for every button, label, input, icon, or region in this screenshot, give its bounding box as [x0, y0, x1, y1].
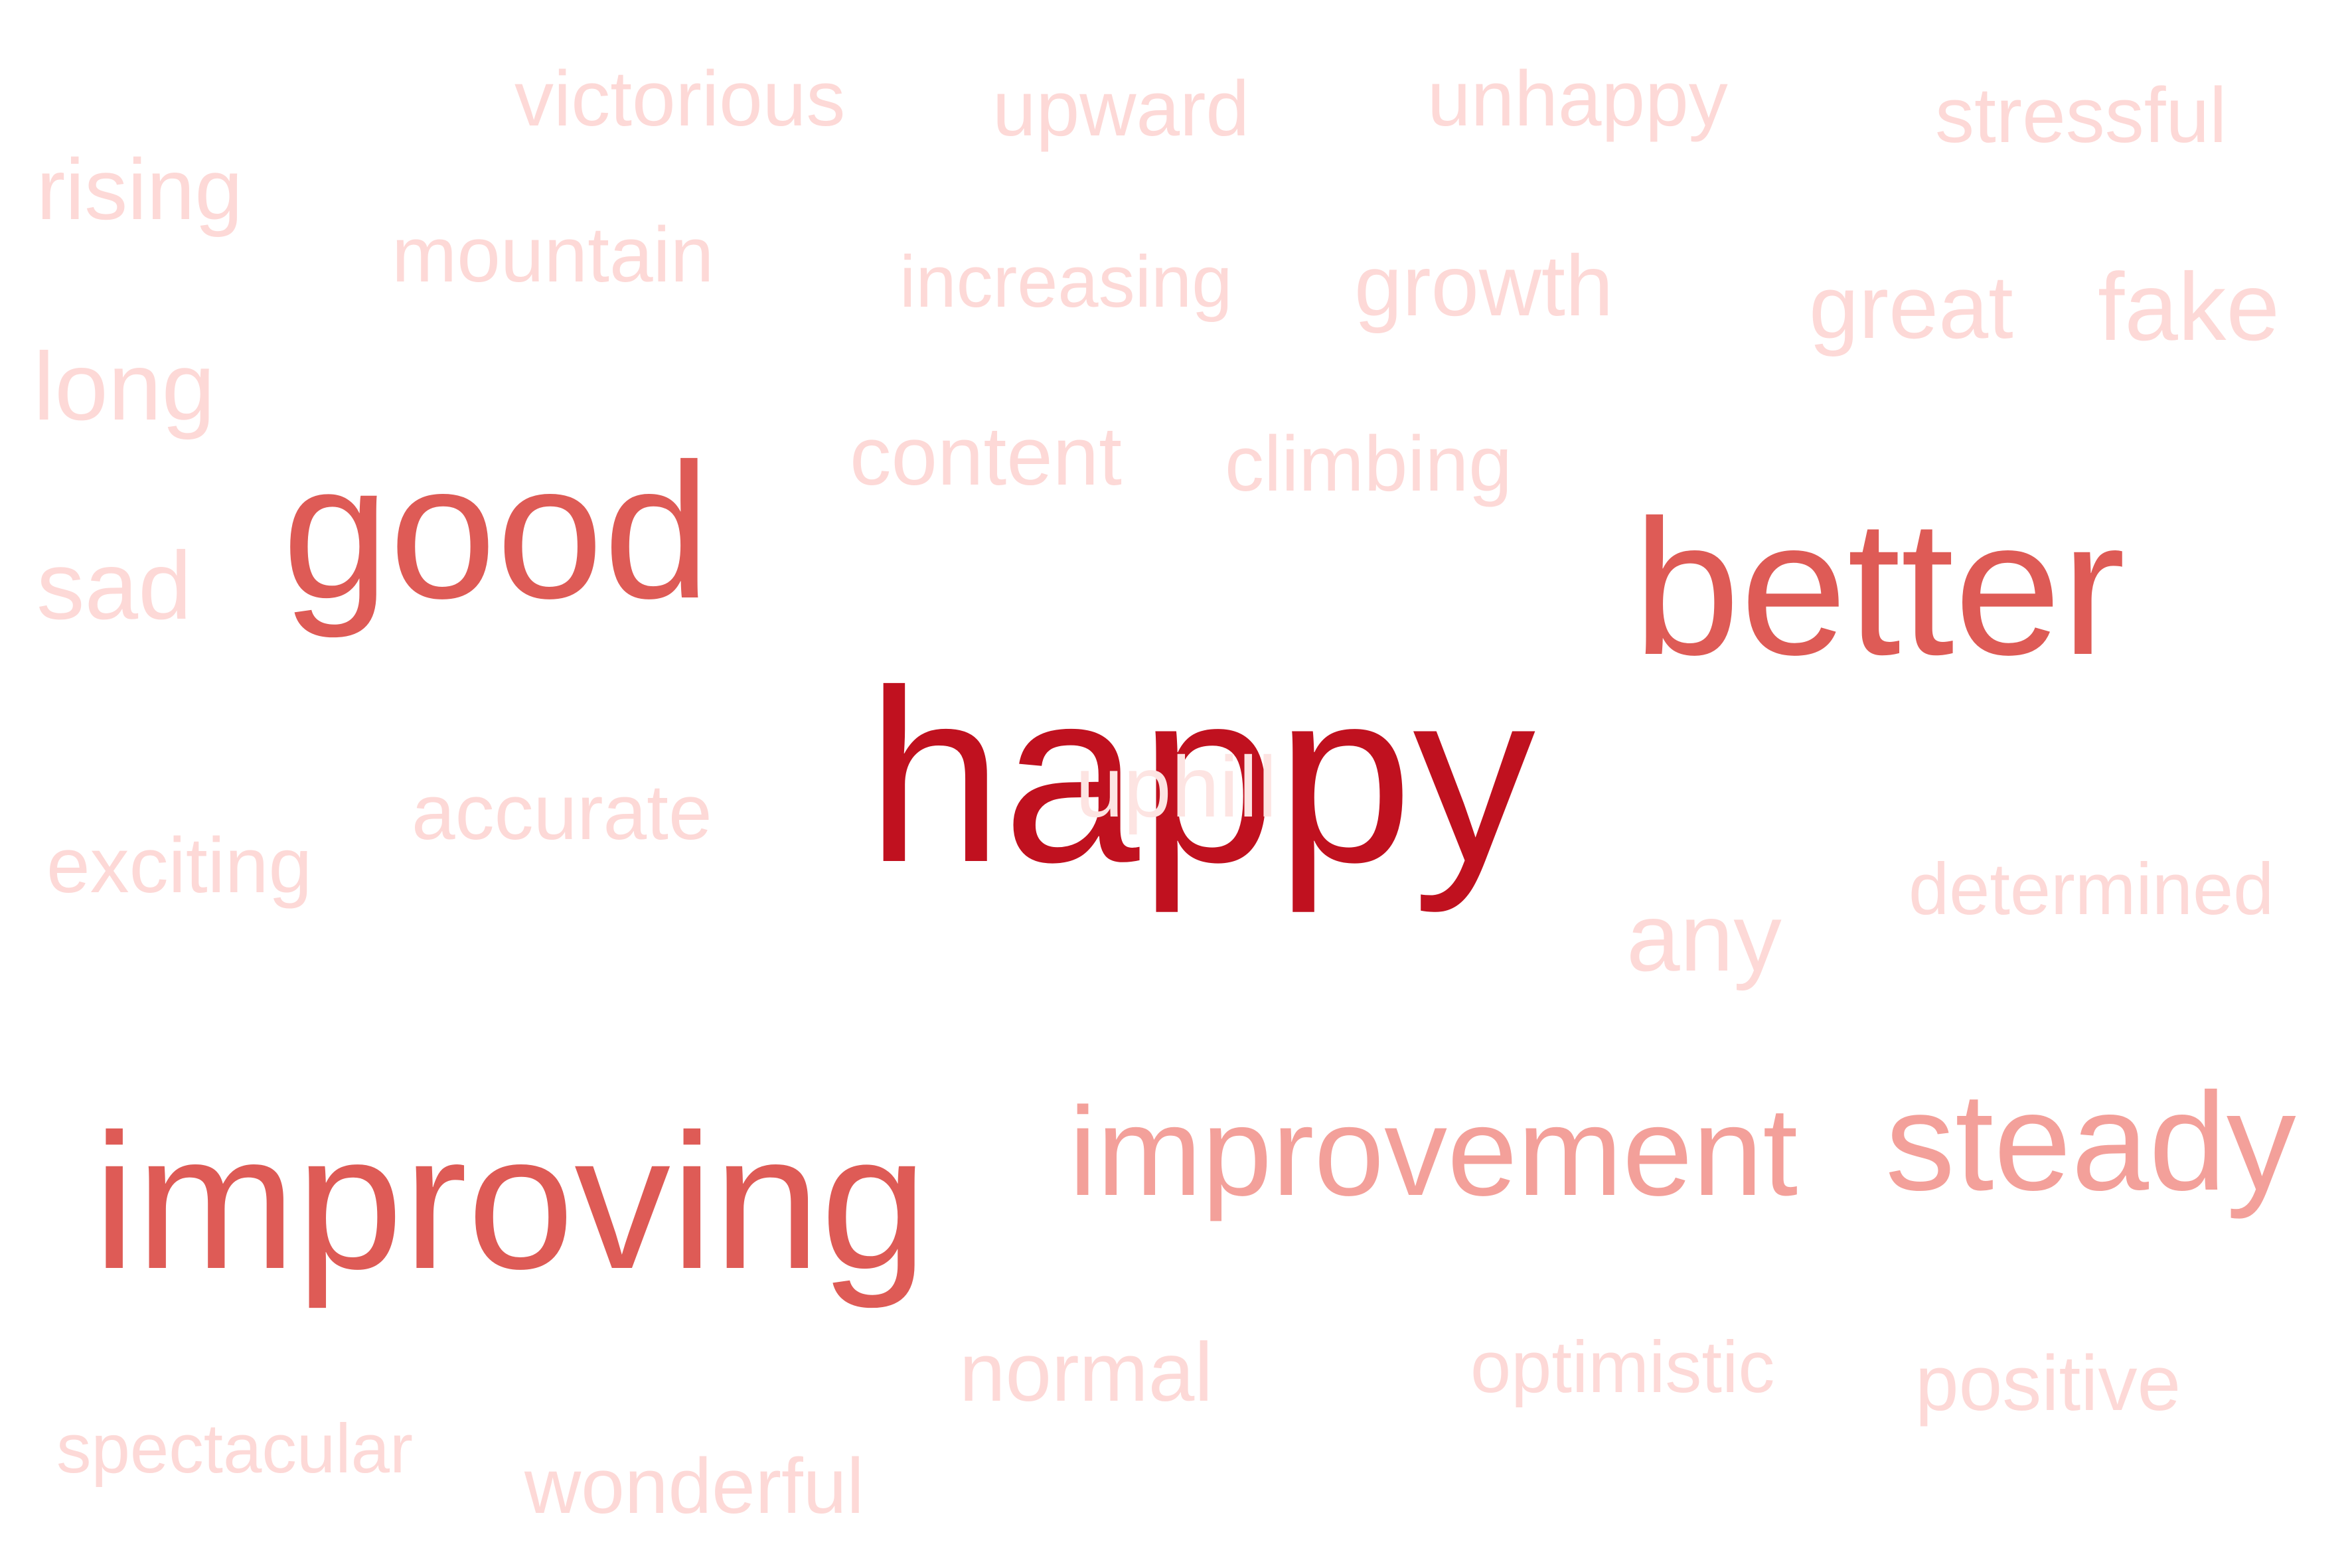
word-content: content — [850, 410, 1123, 503]
word-mountain: mountain — [392, 211, 714, 299]
word-improvement: improvement — [1069, 1081, 1798, 1222]
word-sad: sad — [37, 532, 192, 639]
word-fake: fake — [2098, 253, 2280, 360]
word-determined: determined — [1909, 848, 2274, 930]
word-improving: improving — [93, 1094, 928, 1309]
word-optimistic: optimistic — [1470, 1326, 1775, 1408]
word-victorious: victorious — [514, 55, 846, 143]
word-long: long — [33, 333, 216, 440]
word-uphill: uphill — [1075, 738, 1277, 835]
word-happy: happy — [866, 639, 1536, 913]
word-good: good — [282, 424, 711, 639]
word-wonderful: wonderful — [524, 1443, 864, 1530]
word-stressful: stressful — [1935, 72, 2227, 159]
word-great: great — [1809, 257, 2013, 357]
word-better: better — [1633, 480, 2126, 695]
word-accurate: accurate — [412, 769, 712, 856]
word-steady: steady — [1885, 1063, 2296, 1219]
word-increasing: increasing — [900, 241, 1233, 323]
word-upward: upward — [992, 65, 1250, 153]
word-growth: growth — [1354, 237, 1614, 334]
word-positive: positive — [1915, 1340, 2181, 1427]
word-exciting: exciting — [46, 822, 313, 909]
word-normal: normal — [959, 1326, 1214, 1419]
word-spectacular: spectacular — [56, 1410, 413, 1488]
word-unhappy: unhappy — [1427, 55, 1728, 143]
word-any: any — [1626, 884, 1782, 991]
word-climbing: climbing — [1225, 420, 1512, 508]
word-rising: rising — [37, 141, 243, 238]
